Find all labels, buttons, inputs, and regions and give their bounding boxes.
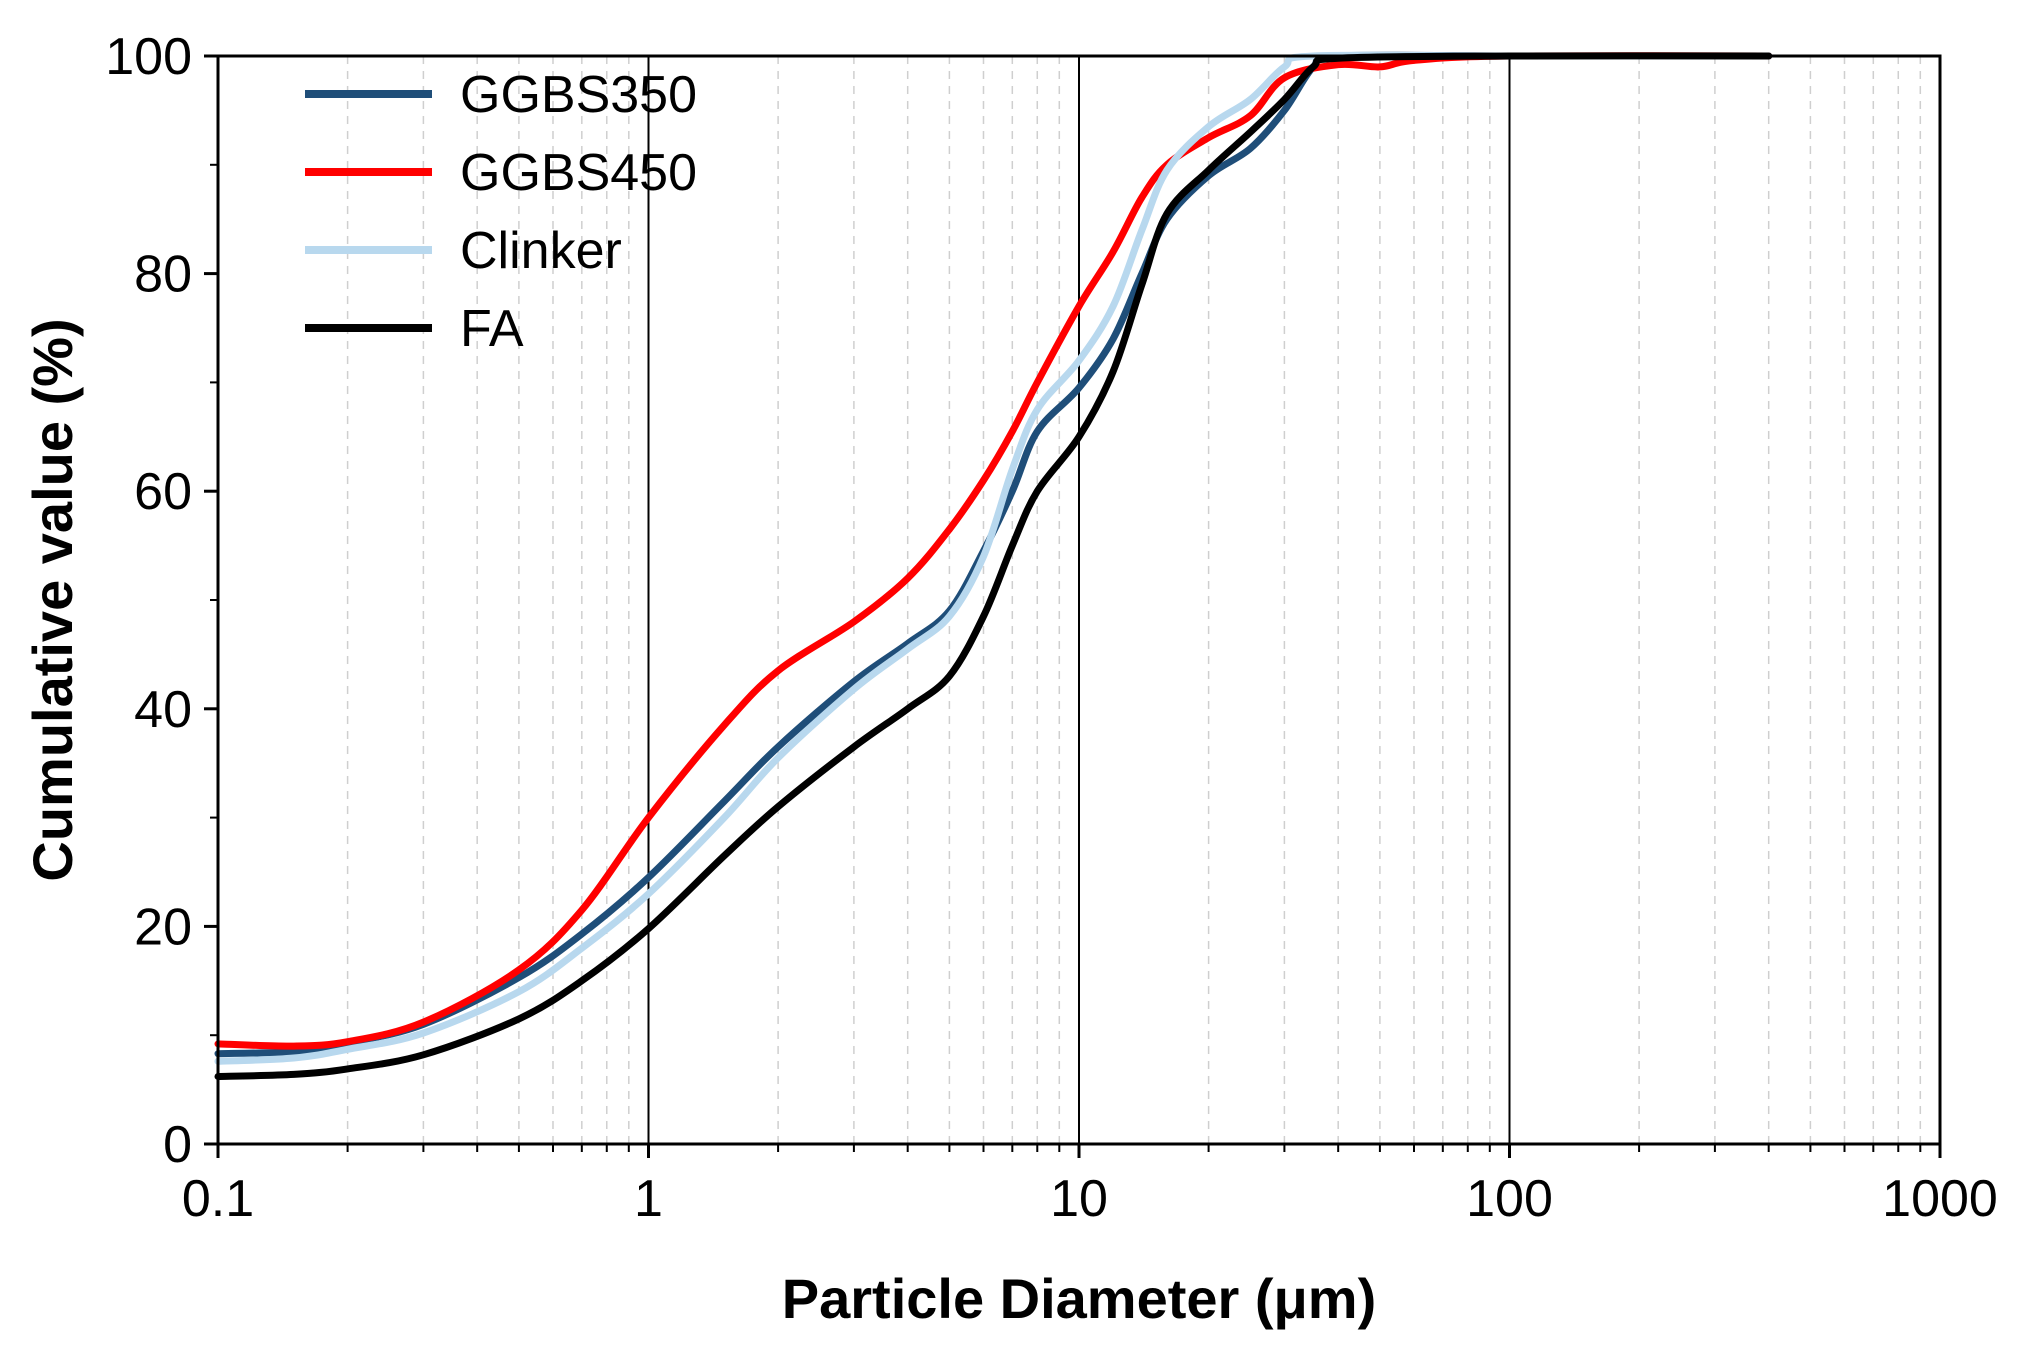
- y-tick-label: 60: [134, 463, 192, 521]
- y-tick-label: 20: [134, 898, 192, 956]
- y-tick-label: 100: [105, 28, 192, 86]
- series-line-clinker: [214, 51, 1773, 1065]
- series-line-ggbs350: [214, 51, 1773, 1058]
- y-axis-title: Cumulative value (%): [21, 318, 84, 881]
- x-tick-label: 0.1: [182, 1170, 254, 1228]
- y-tick-label: 80: [134, 246, 192, 304]
- x-tick-label: 1: [634, 1170, 663, 1228]
- x-axis-title: Particle Diameter (μm): [782, 1267, 1376, 1330]
- x-tick-label: 1000: [1882, 1170, 1998, 1228]
- legend: GGBS350 GGBS450 Clinker FA: [305, 66, 697, 358]
- axis-ticks: [204, 54, 1942, 1158]
- legend-label-ggbs450: GGBS450: [460, 144, 697, 202]
- legend-label-fa: FA: [460, 300, 524, 358]
- grid: [346, 56, 1922, 1144]
- series-line-ggbs450: [214, 52, 1773, 1050]
- series-line-fa: [214, 52, 1773, 1080]
- y-tick-labels: 0 20 40 60 80 100: [105, 28, 192, 1174]
- y-tick-label: 40: [134, 681, 192, 739]
- y-tick-label: 0: [163, 1116, 192, 1174]
- legend-label-clinker: Clinker: [460, 222, 622, 280]
- x-tick-label: 10: [1050, 1170, 1108, 1228]
- x-tick-label: 100: [1466, 1170, 1553, 1228]
- legend-label-ggbs350: GGBS350: [460, 66, 697, 124]
- plot-lines: [214, 51, 1773, 1080]
- x-tick-labels: 0.1 1 10 100 1000: [182, 1170, 1998, 1228]
